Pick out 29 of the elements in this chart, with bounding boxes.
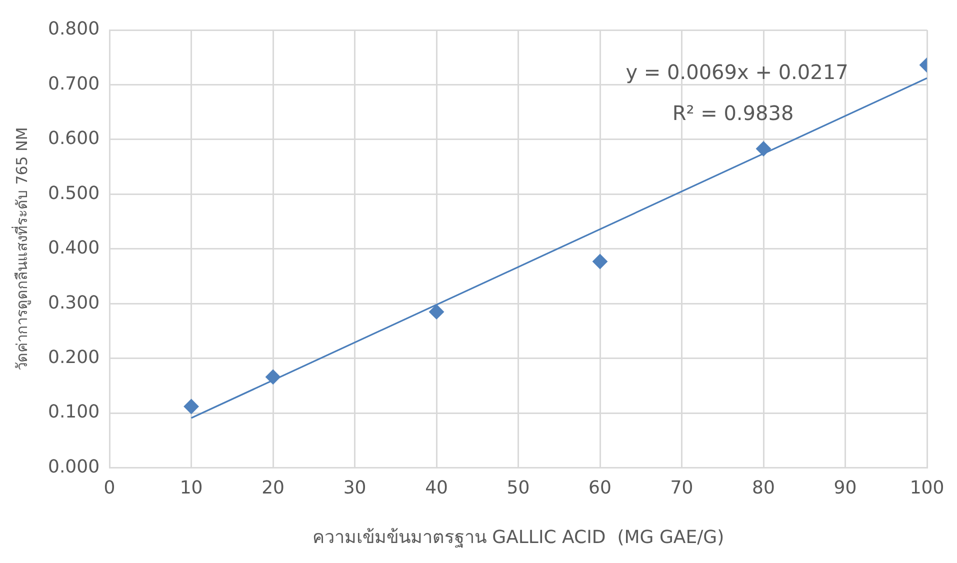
annotation: R² = 0.9838 xyxy=(672,101,794,126)
point xyxy=(429,304,444,320)
x-tick-label: 0 xyxy=(104,477,116,498)
x-tick-label: 10 xyxy=(180,477,203,498)
y-tick-label: 0.800 xyxy=(48,18,100,40)
point xyxy=(266,369,281,384)
x-tick-label: 40 xyxy=(425,477,448,498)
x-tick-label: 50 xyxy=(506,477,530,498)
y-tick-label: 0.500 xyxy=(48,182,100,204)
annotation: y = 0.0069x + 0.0217 xyxy=(626,60,848,84)
y-tick-label: 0.300 xyxy=(48,292,100,314)
y-tick-label: 0.700 xyxy=(48,73,100,94)
point xyxy=(592,254,608,269)
point xyxy=(184,399,199,414)
x-tick-label: 100 xyxy=(910,477,944,498)
y-tick-label: 0.600 xyxy=(48,128,100,150)
x-tick-label: 20 xyxy=(262,477,284,498)
x-tick-label: 60 xyxy=(588,477,612,498)
x-tick-label: 90 xyxy=(834,477,857,498)
x-tick-label: 70 xyxy=(670,477,694,498)
x-tick-label: 80 xyxy=(752,477,775,498)
x-tick-label: 30 xyxy=(343,477,366,498)
y-tick-label: 0.400 xyxy=(48,238,100,259)
x-axis-title: ความเข้มข้นมาตรฐาน GALLIC ACID (MG GAE/G) xyxy=(312,526,724,548)
y-axis-title: วัดค่าการดูดกลืนแสงที่ระดับ 765 NM xyxy=(10,127,31,371)
y-tick-label: 0.100 xyxy=(48,402,100,423)
y-tick-label: 0.200 xyxy=(48,347,100,368)
point xyxy=(756,141,772,156)
y-tick-label: 0.000 xyxy=(48,456,100,478)
